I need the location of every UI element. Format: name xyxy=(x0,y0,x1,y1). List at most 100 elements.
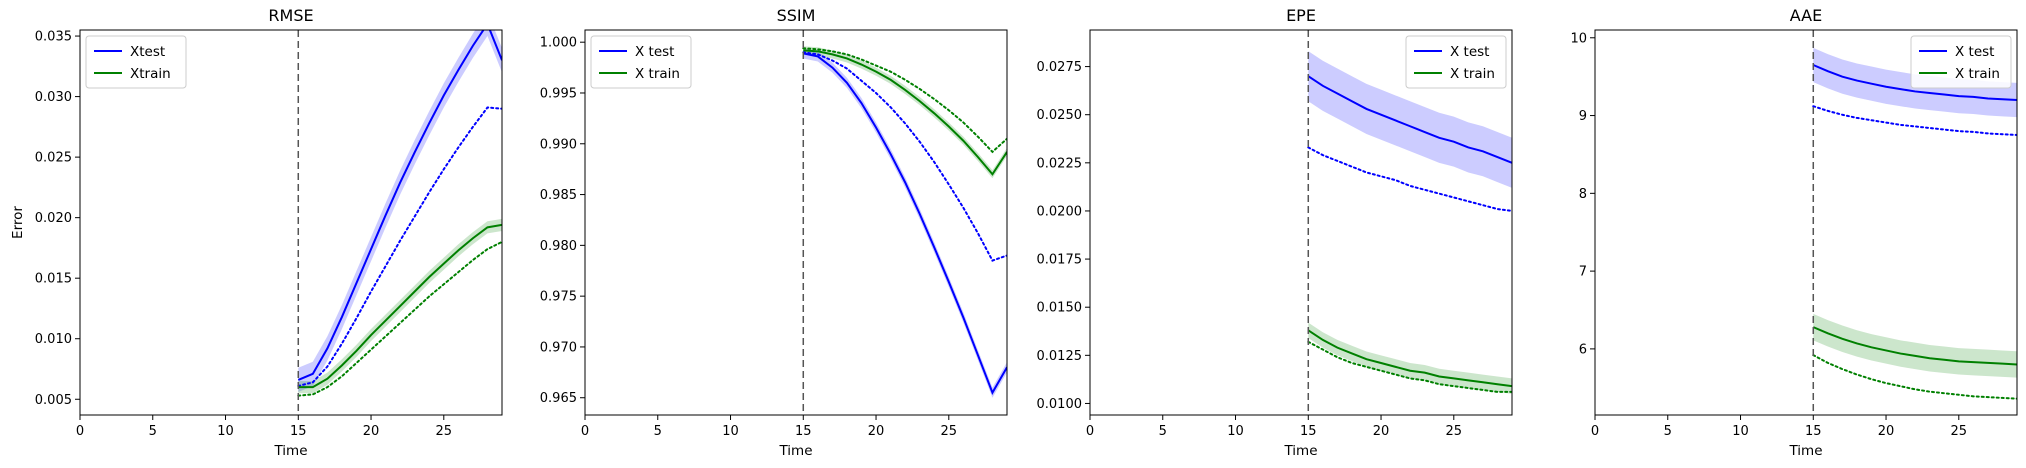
legend: X test X train xyxy=(1405,35,1507,89)
legend-label-1: X train xyxy=(1955,66,2000,82)
chart-title: RMSE xyxy=(268,6,313,25)
x-tick-label: 10 xyxy=(1732,424,1749,439)
y-tick-label: 0.025 xyxy=(35,151,72,166)
x-tick-label: 25 xyxy=(1951,424,1968,439)
y-tick-label: 0.015 xyxy=(35,272,72,287)
confidence-band-1 xyxy=(1308,322,1512,394)
x-tick-label: 15 xyxy=(795,424,812,439)
dotted-line-0 xyxy=(802,51,1007,262)
dotted-line-0 xyxy=(1307,146,1512,212)
x-tick-label: 20 xyxy=(363,424,380,439)
y-tick-label: 0.0250 xyxy=(1037,108,1083,123)
series-line-1 xyxy=(1812,326,2017,366)
confidence-band-0 xyxy=(298,30,502,392)
chart-title: EPE xyxy=(1286,6,1316,25)
x-tick-label: 10 xyxy=(722,424,739,439)
y-tick-label: 0.0200 xyxy=(1037,204,1083,219)
y-tick-label: 0.0125 xyxy=(1037,349,1083,364)
y-tick-label: 0.020 xyxy=(35,211,72,226)
y-tick-label: 0.0275 xyxy=(1037,60,1083,75)
legend-box xyxy=(1910,35,2012,89)
y-tick-label: 0.0225 xyxy=(1037,156,1083,171)
y-tick-label: 0.010 xyxy=(35,332,72,347)
x-tick-label: 15 xyxy=(1300,424,1317,439)
legend-label-1: X train xyxy=(635,66,680,82)
legend-box xyxy=(85,35,187,89)
legend-label-1: X train xyxy=(1450,66,1495,82)
x-tick-label: 25 xyxy=(436,424,453,439)
y-tick-label: 0.0150 xyxy=(1037,301,1083,316)
plot-area xyxy=(802,46,1007,398)
legend-label-1: Xtrain xyxy=(130,66,171,82)
x-tick-label: 0 xyxy=(76,424,84,439)
y-tick-label: 0.990 xyxy=(540,137,577,152)
x-tick-label: 15 xyxy=(1805,424,1822,439)
dotted-line-1 xyxy=(1812,354,2017,400)
series-line-0 xyxy=(803,52,1007,395)
confidence-band-1 xyxy=(1813,313,2017,378)
y-tick-label: 0.995 xyxy=(540,86,577,101)
x-axis-label: Time xyxy=(1283,443,1317,459)
y-tick-label: 1.000 xyxy=(540,36,577,51)
x-tick-label: 10 xyxy=(217,424,234,439)
y-tick-label: 0.0100 xyxy=(1037,397,1083,412)
y-tick-label: 9 xyxy=(1579,109,1587,124)
chart-panel-epe: 0 5 10 15 20 25 0.0100 0.0125 0.0150 0.0175 0.0200… xyxy=(1037,6,1513,459)
y-tick-label: 7 xyxy=(1579,265,1587,280)
y-tick-label: 0.005 xyxy=(35,393,72,408)
confidence-band-0 xyxy=(1308,51,1512,188)
series-line-0 xyxy=(1812,64,2017,101)
legend-label-0: Xtest xyxy=(130,44,165,60)
plot-frame xyxy=(1089,29,1513,416)
chart-title: SSIM xyxy=(777,6,816,25)
x-tick-label: 5 xyxy=(149,424,157,439)
series-line-0 xyxy=(1307,75,1512,164)
legend-box xyxy=(1405,35,1507,89)
series-line-0 xyxy=(297,30,502,381)
legend-label-0: X test xyxy=(1450,44,1489,60)
x-tick-label: 0 xyxy=(1086,424,1094,439)
x-tick-label: 20 xyxy=(1878,424,1895,439)
chart-panel-rmse: 0 5 10 15 20 25 0.005 0.010 0.015 0.020 0.025 0.030… xyxy=(10,6,503,459)
x-tick-label: 25 xyxy=(941,424,958,439)
dotted-line-0 xyxy=(1812,105,2017,136)
dotted-line-0 xyxy=(297,106,502,387)
y-tick-label: 0.975 xyxy=(540,290,577,305)
y-axis-label: Error xyxy=(10,206,26,239)
y-tick-label: 8 xyxy=(1579,187,1587,202)
legend-label-0: X test xyxy=(635,44,674,60)
x-axis-label: Time xyxy=(273,443,307,459)
x-tick-label: 25 xyxy=(1446,424,1463,439)
chart-panel-ssim: 0 5 10 15 20 25 0.965 0.970 0.975 0.980 0.985 0.990… xyxy=(540,6,1008,459)
x-tick-label: 5 xyxy=(654,424,662,439)
x-tick-label: 5 xyxy=(1159,424,1167,439)
y-tick-label: 0.0175 xyxy=(1037,253,1083,268)
legend: X test X train xyxy=(590,35,692,89)
legend-label-0: X test xyxy=(1955,44,1994,60)
x-tick-label: 0 xyxy=(581,424,589,439)
plot-area xyxy=(1307,51,1512,394)
x-tick-label: 10 xyxy=(1227,424,1244,439)
legend-box xyxy=(590,35,692,89)
plot-frame xyxy=(79,29,503,416)
dotted-line-1 xyxy=(802,47,1007,154)
plot-area xyxy=(1812,47,2017,400)
x-tick-label: 15 xyxy=(290,424,307,439)
series-line-1 xyxy=(803,49,1007,176)
y-tick-label: 0.965 xyxy=(540,391,577,406)
legend: X test X train xyxy=(1910,35,2012,89)
dotted-line-1 xyxy=(297,240,502,397)
series-line-1 xyxy=(298,223,502,389)
y-tick-label: 0.035 xyxy=(35,30,72,45)
confidence-band-1 xyxy=(803,46,1007,179)
x-axis-label: Time xyxy=(778,443,812,459)
y-tick-label: 0.980 xyxy=(540,239,577,254)
y-tick-label: 0.985 xyxy=(540,188,577,203)
x-tick-label: 20 xyxy=(868,424,885,439)
confidence-band-0 xyxy=(803,48,1007,398)
plot-frame xyxy=(1594,29,2018,416)
x-axis-label: Time xyxy=(1788,443,1822,459)
y-tick-label: 0.970 xyxy=(540,340,577,355)
series-line-1 xyxy=(1307,329,1512,388)
